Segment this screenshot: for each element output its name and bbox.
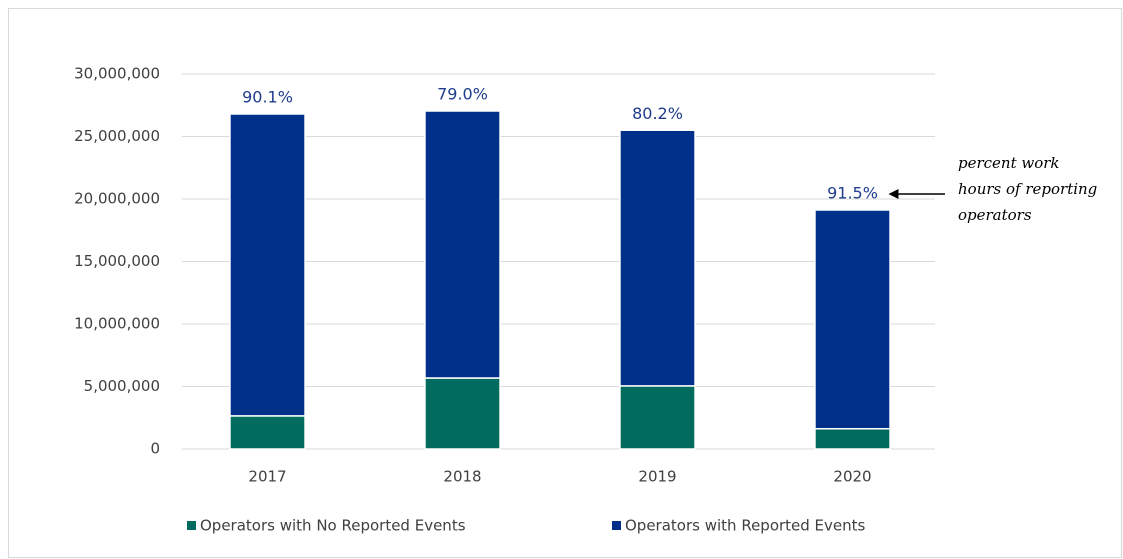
bar-segment (619, 129, 696, 387)
y-tick-label: 0 (150, 440, 160, 458)
bar-segment (229, 415, 306, 450)
bar-segment (229, 113, 306, 417)
x-tick-label: 2019 (638, 468, 676, 486)
note-text: percent work (958, 154, 1060, 172)
bar-segment (619, 385, 696, 450)
bar-segment (814, 209, 891, 430)
note-text: operators (958, 206, 1032, 224)
legend-swatch (612, 521, 621, 530)
y-tick-label: 15,000,000 (74, 252, 160, 270)
y-tick-label: 30,000,000 (74, 65, 160, 83)
x-tick-label: 2018 (443, 468, 481, 486)
x-tick-label: 2017 (248, 468, 286, 486)
legend-label: Operators with Reported Events (625, 517, 866, 535)
bar-annotation: 90.1% (242, 88, 293, 107)
chart-frame (8, 8, 1122, 558)
note-arrowhead (888, 189, 899, 199)
y-tick-label: 25,000,000 (74, 127, 160, 145)
bar-segment (814, 428, 891, 450)
bar-annotation: 79.0% (437, 85, 488, 104)
y-tick-label: 20,000,000 (74, 190, 160, 208)
x-tick-label: 2020 (833, 468, 871, 486)
legend-swatch (187, 521, 196, 530)
bar-segment (424, 377, 501, 450)
y-tick-label: 5,000,000 (84, 377, 160, 395)
bar-annotation: 91.5% (827, 184, 878, 203)
legend-label: Operators with No Reported Events (200, 517, 466, 535)
y-tick-label: 10,000,000 (74, 315, 160, 333)
bar-segment (424, 110, 501, 379)
bar-annotation: 80.2% (632, 104, 683, 123)
note-text: hours of reporting (958, 180, 1097, 198)
